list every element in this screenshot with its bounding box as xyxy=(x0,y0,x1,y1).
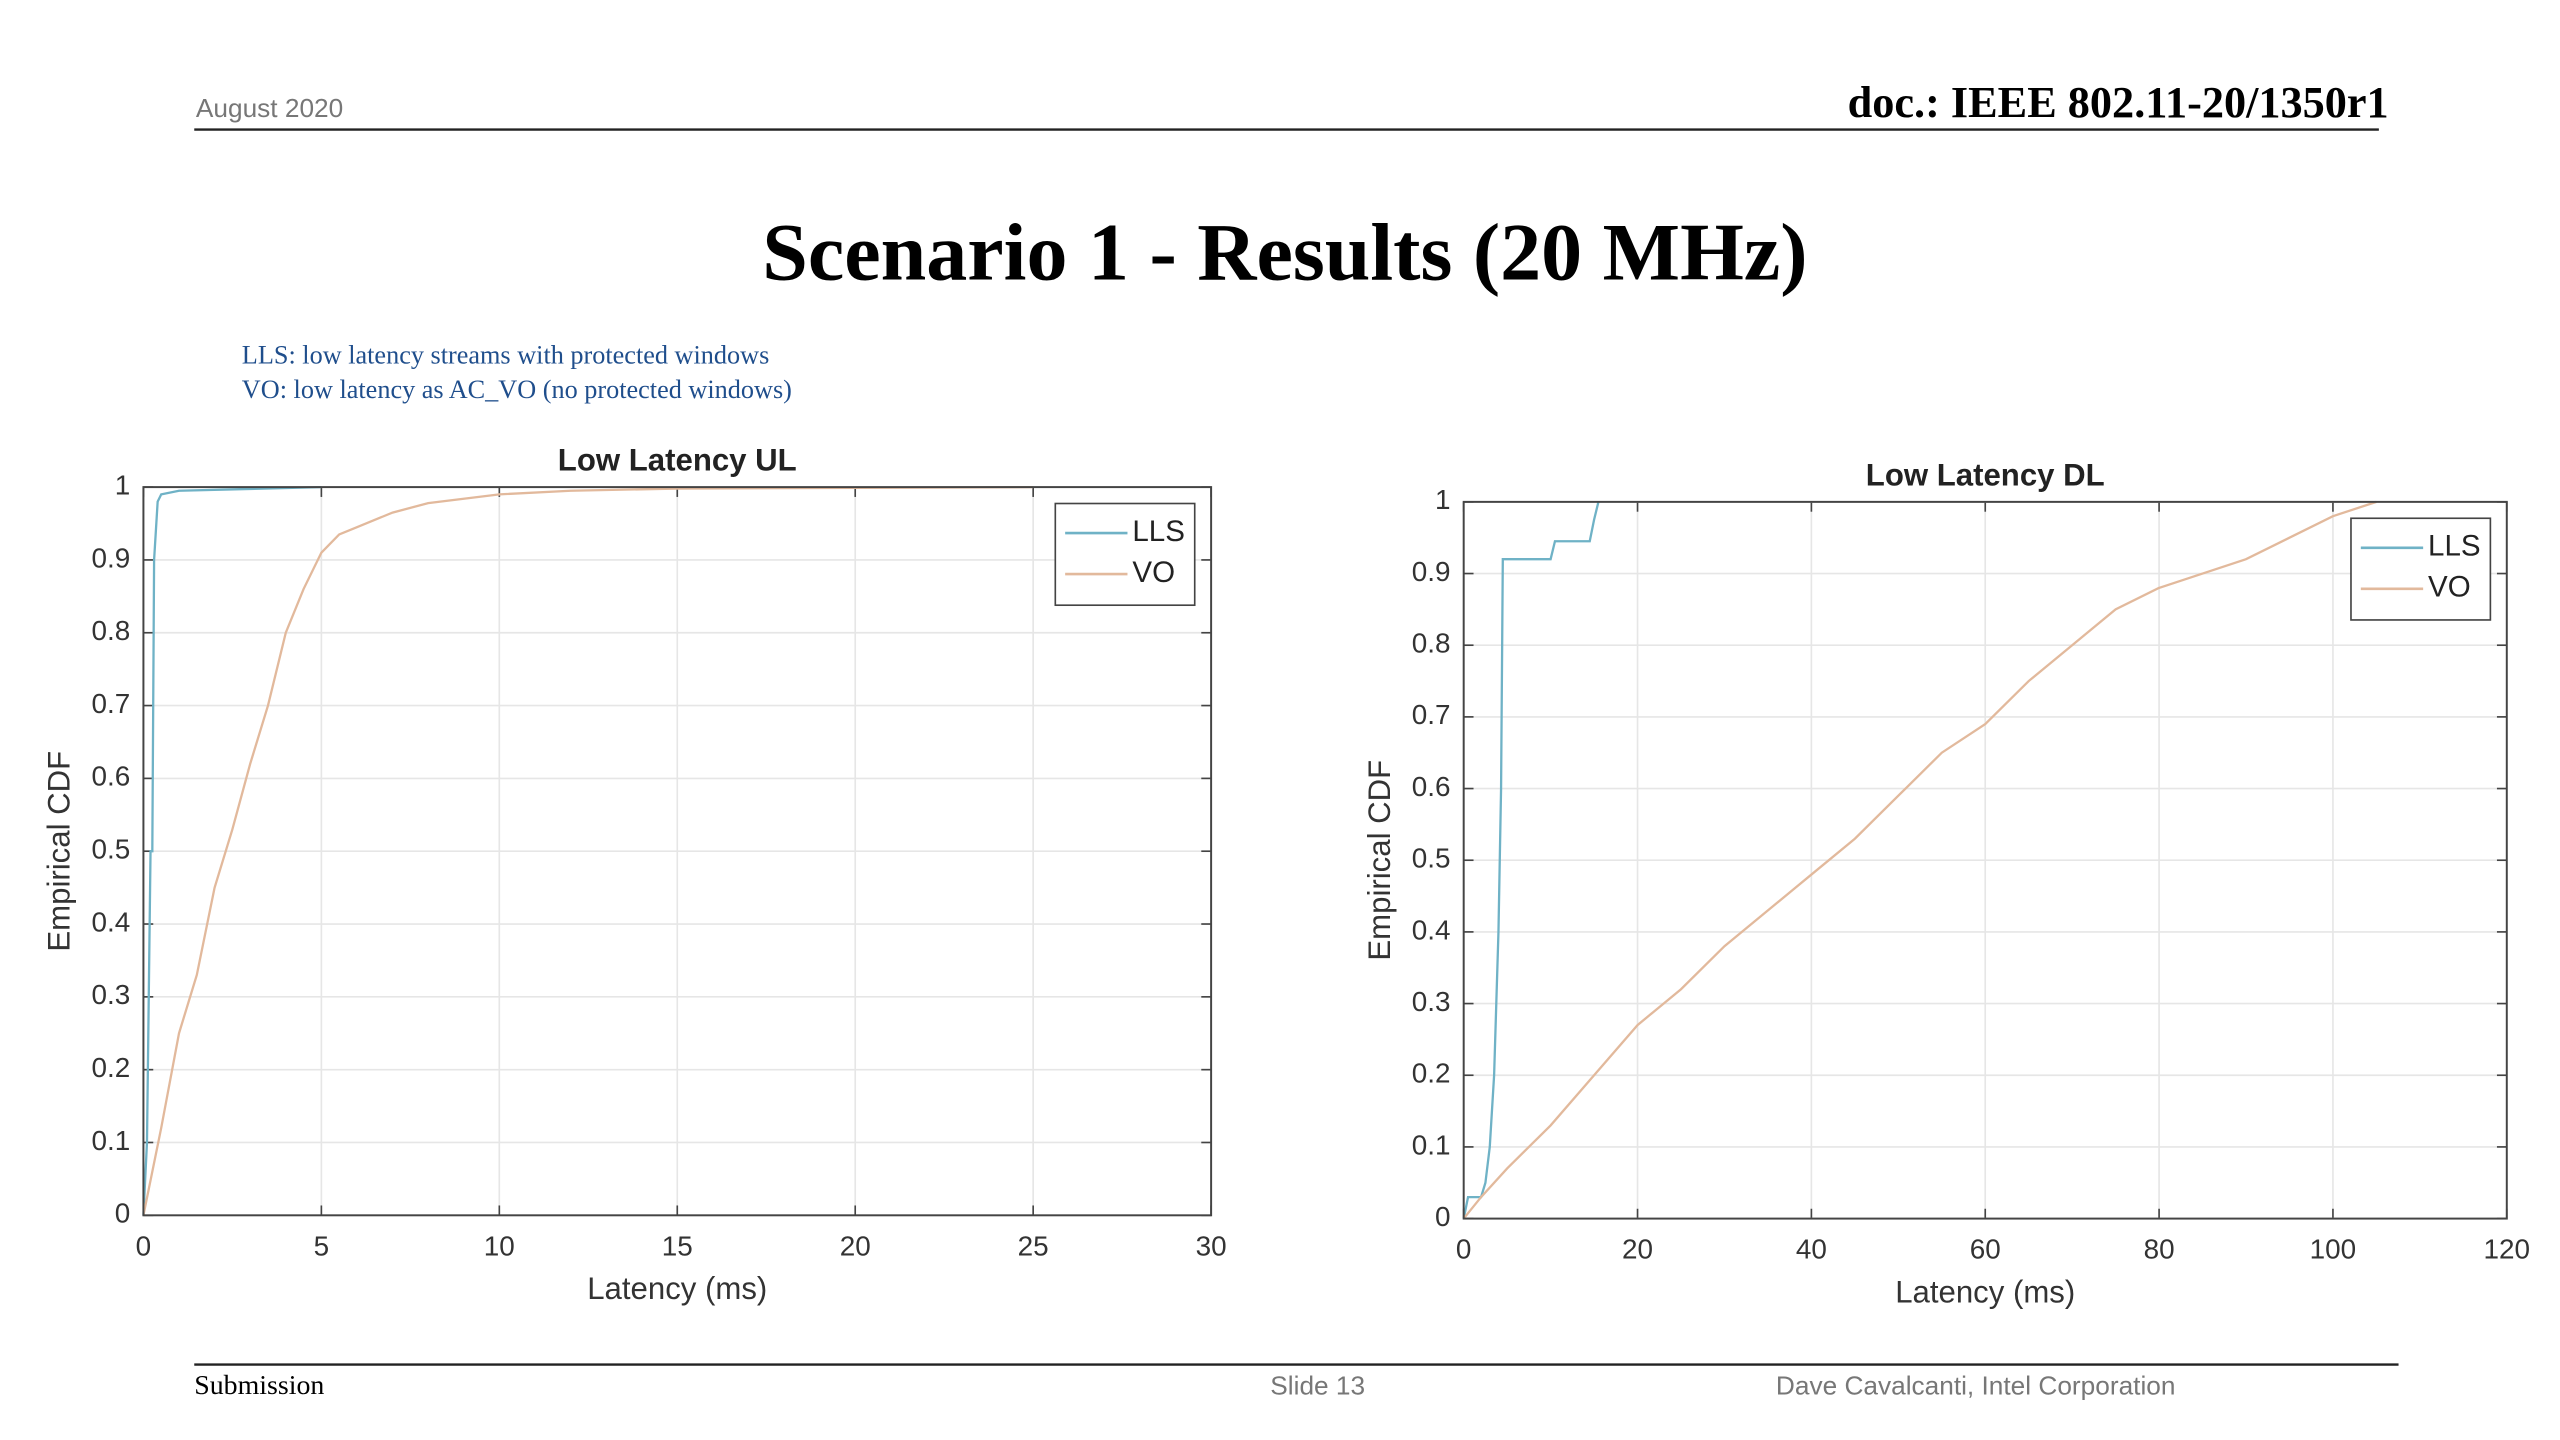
footer-right: Dave Cavalcanti, Intel Corporation xyxy=(1776,1370,2176,1400)
y-tick-label: 0.6 xyxy=(1412,771,1451,802)
y-tick-label: 0 xyxy=(115,1198,131,1229)
y-tick-label: 1 xyxy=(1435,484,1451,515)
x-tick-label: 5 xyxy=(314,1230,330,1261)
y-tick-label: 0.5 xyxy=(1412,843,1451,874)
legend-label: VO xyxy=(1132,556,1175,589)
y-tick-label: 0.5 xyxy=(92,834,131,865)
y-tick-label: 0.3 xyxy=(1412,986,1451,1017)
y-tick-label: 0.9 xyxy=(92,542,131,573)
x-tick-label: 40 xyxy=(1796,1234,1827,1265)
header-doc: doc.: IEEE 802.11-20/1350r1 xyxy=(1848,78,2389,127)
y-tick-label: 0.1 xyxy=(1412,1129,1451,1160)
y-tick-label: 0 xyxy=(1435,1201,1451,1232)
x-axis-label: Latency (ms) xyxy=(1895,1274,2075,1309)
legend-label: LLS xyxy=(2428,530,2481,563)
chart-title: Low Latency DL xyxy=(1866,458,2105,493)
note: VO: low latency as AC_VO (no protected w… xyxy=(242,375,792,404)
legend-box xyxy=(1054,502,1196,607)
cdf-line xyxy=(1462,500,2377,1220)
x-tick-label: 60 xyxy=(1970,1234,2001,1265)
y-tick-label: 0.9 xyxy=(1412,556,1451,587)
y-axis-label: Empirical CDF xyxy=(1362,760,1397,961)
footer-center: Slide 13 xyxy=(1270,1370,1365,1400)
y-axis-label: Empirical CDF xyxy=(42,751,77,952)
cdf-line xyxy=(142,485,322,1216)
x-tick-label: 0 xyxy=(1456,1234,1472,1265)
legend-box xyxy=(2350,517,2492,621)
x-tick-label: 20 xyxy=(840,1230,871,1261)
y-tick-label: 0.3 xyxy=(92,979,131,1010)
x-tick-label: 0 xyxy=(136,1230,152,1261)
y-tick-label: 0.4 xyxy=(1412,914,1451,945)
y-tick-label: 0.8 xyxy=(92,615,131,646)
y-tick-label: 0.8 xyxy=(1412,628,1451,659)
note: LLS: low latency streams with protected … xyxy=(242,341,770,370)
y-tick-label: 0.2 xyxy=(1412,1058,1451,1089)
x-tick-label: 100 xyxy=(2310,1234,2357,1265)
footer-left: Submission xyxy=(194,1370,324,1401)
cdf-line xyxy=(142,485,1034,1216)
x-tick-label: 120 xyxy=(2484,1234,2531,1265)
legend-label: LLS xyxy=(1132,515,1185,548)
x-tick-label: 25 xyxy=(1018,1230,1049,1261)
x-tick-label: 80 xyxy=(2144,1234,2175,1265)
y-tick-label: 0.6 xyxy=(92,761,131,792)
x-axis-label: Latency (ms) xyxy=(587,1271,767,1306)
x-tick-label: 30 xyxy=(1196,1230,1227,1261)
axes-box xyxy=(142,486,1213,1217)
chart-title: Low Latency UL xyxy=(558,443,797,478)
x-tick-label: 10 xyxy=(484,1230,515,1261)
x-tick-label: 20 xyxy=(1622,1234,1653,1265)
legend-label: VO xyxy=(2428,571,2471,604)
y-tick-label: 0.1 xyxy=(92,1125,131,1156)
slide-title: Scenario 1 - Results (20 MHz) xyxy=(762,207,1807,298)
x-tick-label: 15 xyxy=(662,1230,693,1261)
header-date: August 2020 xyxy=(196,93,343,123)
y-tick-label: 0.4 xyxy=(92,906,131,937)
y-tick-label: 0.7 xyxy=(92,688,131,719)
y-tick-label: 1 xyxy=(115,469,131,500)
y-tick-label: 0.7 xyxy=(1412,699,1451,730)
axes-box xyxy=(1462,500,2508,1220)
y-tick-label: 0.2 xyxy=(92,1052,131,1083)
